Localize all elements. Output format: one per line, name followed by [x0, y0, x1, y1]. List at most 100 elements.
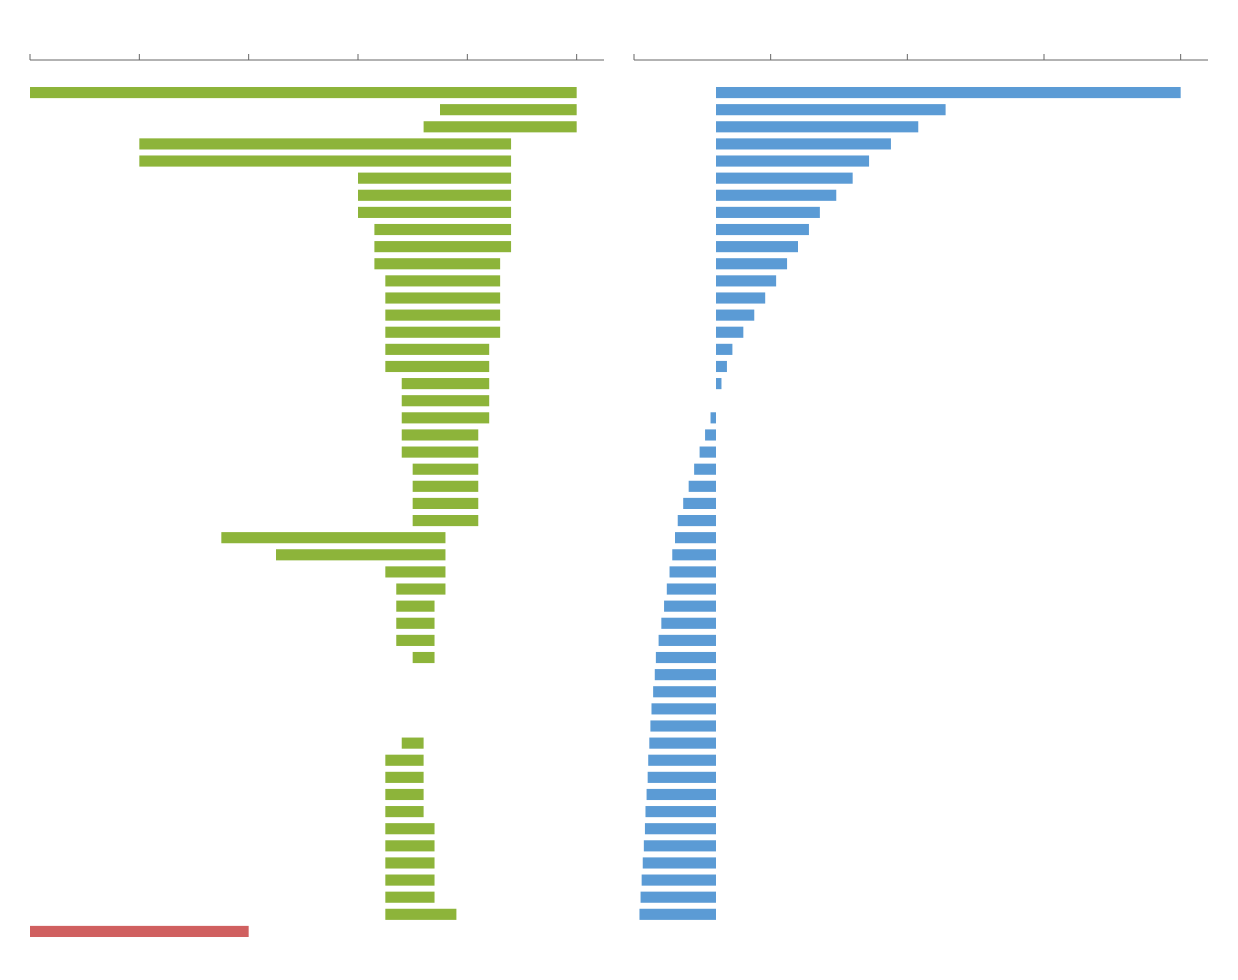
tick-mark: [634, 54, 635, 60]
tick-mark: [770, 54, 771, 60]
bar: [678, 515, 716, 526]
bar: [358, 173, 511, 184]
bar: [413, 498, 479, 509]
bar: [30, 87, 577, 98]
bar: [385, 772, 423, 783]
x-axis: [634, 54, 1208, 60]
bar: [716, 258, 787, 269]
bar: [659, 635, 716, 646]
bar: [661, 618, 716, 629]
bar: [716, 207, 820, 218]
bar: [412, 703, 413, 714]
tick-mark: [907, 54, 908, 60]
bar: [645, 806, 716, 817]
bar: [644, 840, 716, 851]
axis-line: [30, 60, 604, 61]
bar: [716, 241, 798, 252]
bar: [396, 635, 434, 646]
tick-mark: [30, 54, 31, 60]
bar: [705, 429, 716, 440]
bar: [276, 549, 445, 560]
tick-mark: [1044, 54, 1045, 60]
bar: [385, 566, 445, 577]
bar: [670, 566, 716, 577]
bar: [655, 669, 716, 680]
bar: [402, 412, 489, 423]
bar: [402, 738, 424, 749]
bar: [385, 292, 500, 303]
bar: [385, 327, 500, 338]
bar: [683, 498, 716, 509]
bar: [716, 275, 776, 286]
bar: [716, 87, 1181, 98]
bar: [711, 412, 716, 423]
bar: [716, 224, 809, 235]
bar: [396, 618, 434, 629]
bar: [642, 875, 716, 886]
bars: [30, 87, 577, 937]
bar: [412, 686, 413, 697]
bar: [424, 121, 577, 132]
bar: [664, 601, 716, 612]
bar: [139, 155, 511, 166]
bar: [716, 344, 732, 355]
bar: [396, 583, 445, 594]
bar: [647, 789, 716, 800]
bar-panel: [30, 54, 604, 937]
bar: [716, 395, 717, 406]
bar: [667, 583, 716, 594]
bar-panel: [634, 54, 1208, 920]
bar: [396, 601, 434, 612]
bar: [385, 806, 423, 817]
bar: [716, 327, 743, 338]
bar: [694, 464, 716, 475]
bar: [385, 823, 434, 834]
axis-line: [634, 60, 1208, 61]
bar: [374, 258, 500, 269]
bar: [648, 755, 716, 766]
bar: [643, 857, 716, 868]
bar: [672, 549, 716, 560]
bar: [649, 738, 716, 749]
bar: [716, 926, 717, 937]
bar: [385, 857, 434, 868]
bars: [639, 87, 1180, 920]
bar: [221, 532, 445, 543]
bar: [413, 481, 479, 492]
bar: [675, 532, 716, 543]
bar: [385, 892, 434, 903]
bar: [374, 241, 511, 252]
bar: [385, 789, 423, 800]
bar: [689, 481, 716, 492]
tick-mark: [248, 54, 249, 60]
bar: [139, 138, 511, 149]
bar: [716, 121, 918, 132]
bar: [716, 138, 891, 149]
bar: [716, 292, 765, 303]
bar: [412, 669, 413, 680]
bar: [716, 378, 721, 389]
bar: [385, 875, 434, 886]
bar: [385, 361, 489, 372]
bar: [716, 361, 727, 372]
tick-mark: [139, 54, 140, 60]
bar: [385, 755, 423, 766]
bar: [358, 207, 511, 218]
bar: [385, 275, 500, 286]
bar: [402, 429, 479, 440]
bar: [645, 823, 716, 834]
bar: [374, 224, 511, 235]
bar: [641, 892, 716, 903]
bar: [385, 840, 434, 851]
bar: [412, 720, 413, 731]
tick-mark: [1180, 54, 1181, 60]
bar: [648, 772, 716, 783]
bar: [716, 104, 946, 115]
bar: [402, 378, 489, 389]
bar: [716, 173, 853, 184]
bar: [413, 515, 479, 526]
x-axis: [30, 54, 604, 60]
bar: [653, 686, 716, 697]
bar: [656, 652, 716, 663]
bar: [716, 155, 869, 166]
